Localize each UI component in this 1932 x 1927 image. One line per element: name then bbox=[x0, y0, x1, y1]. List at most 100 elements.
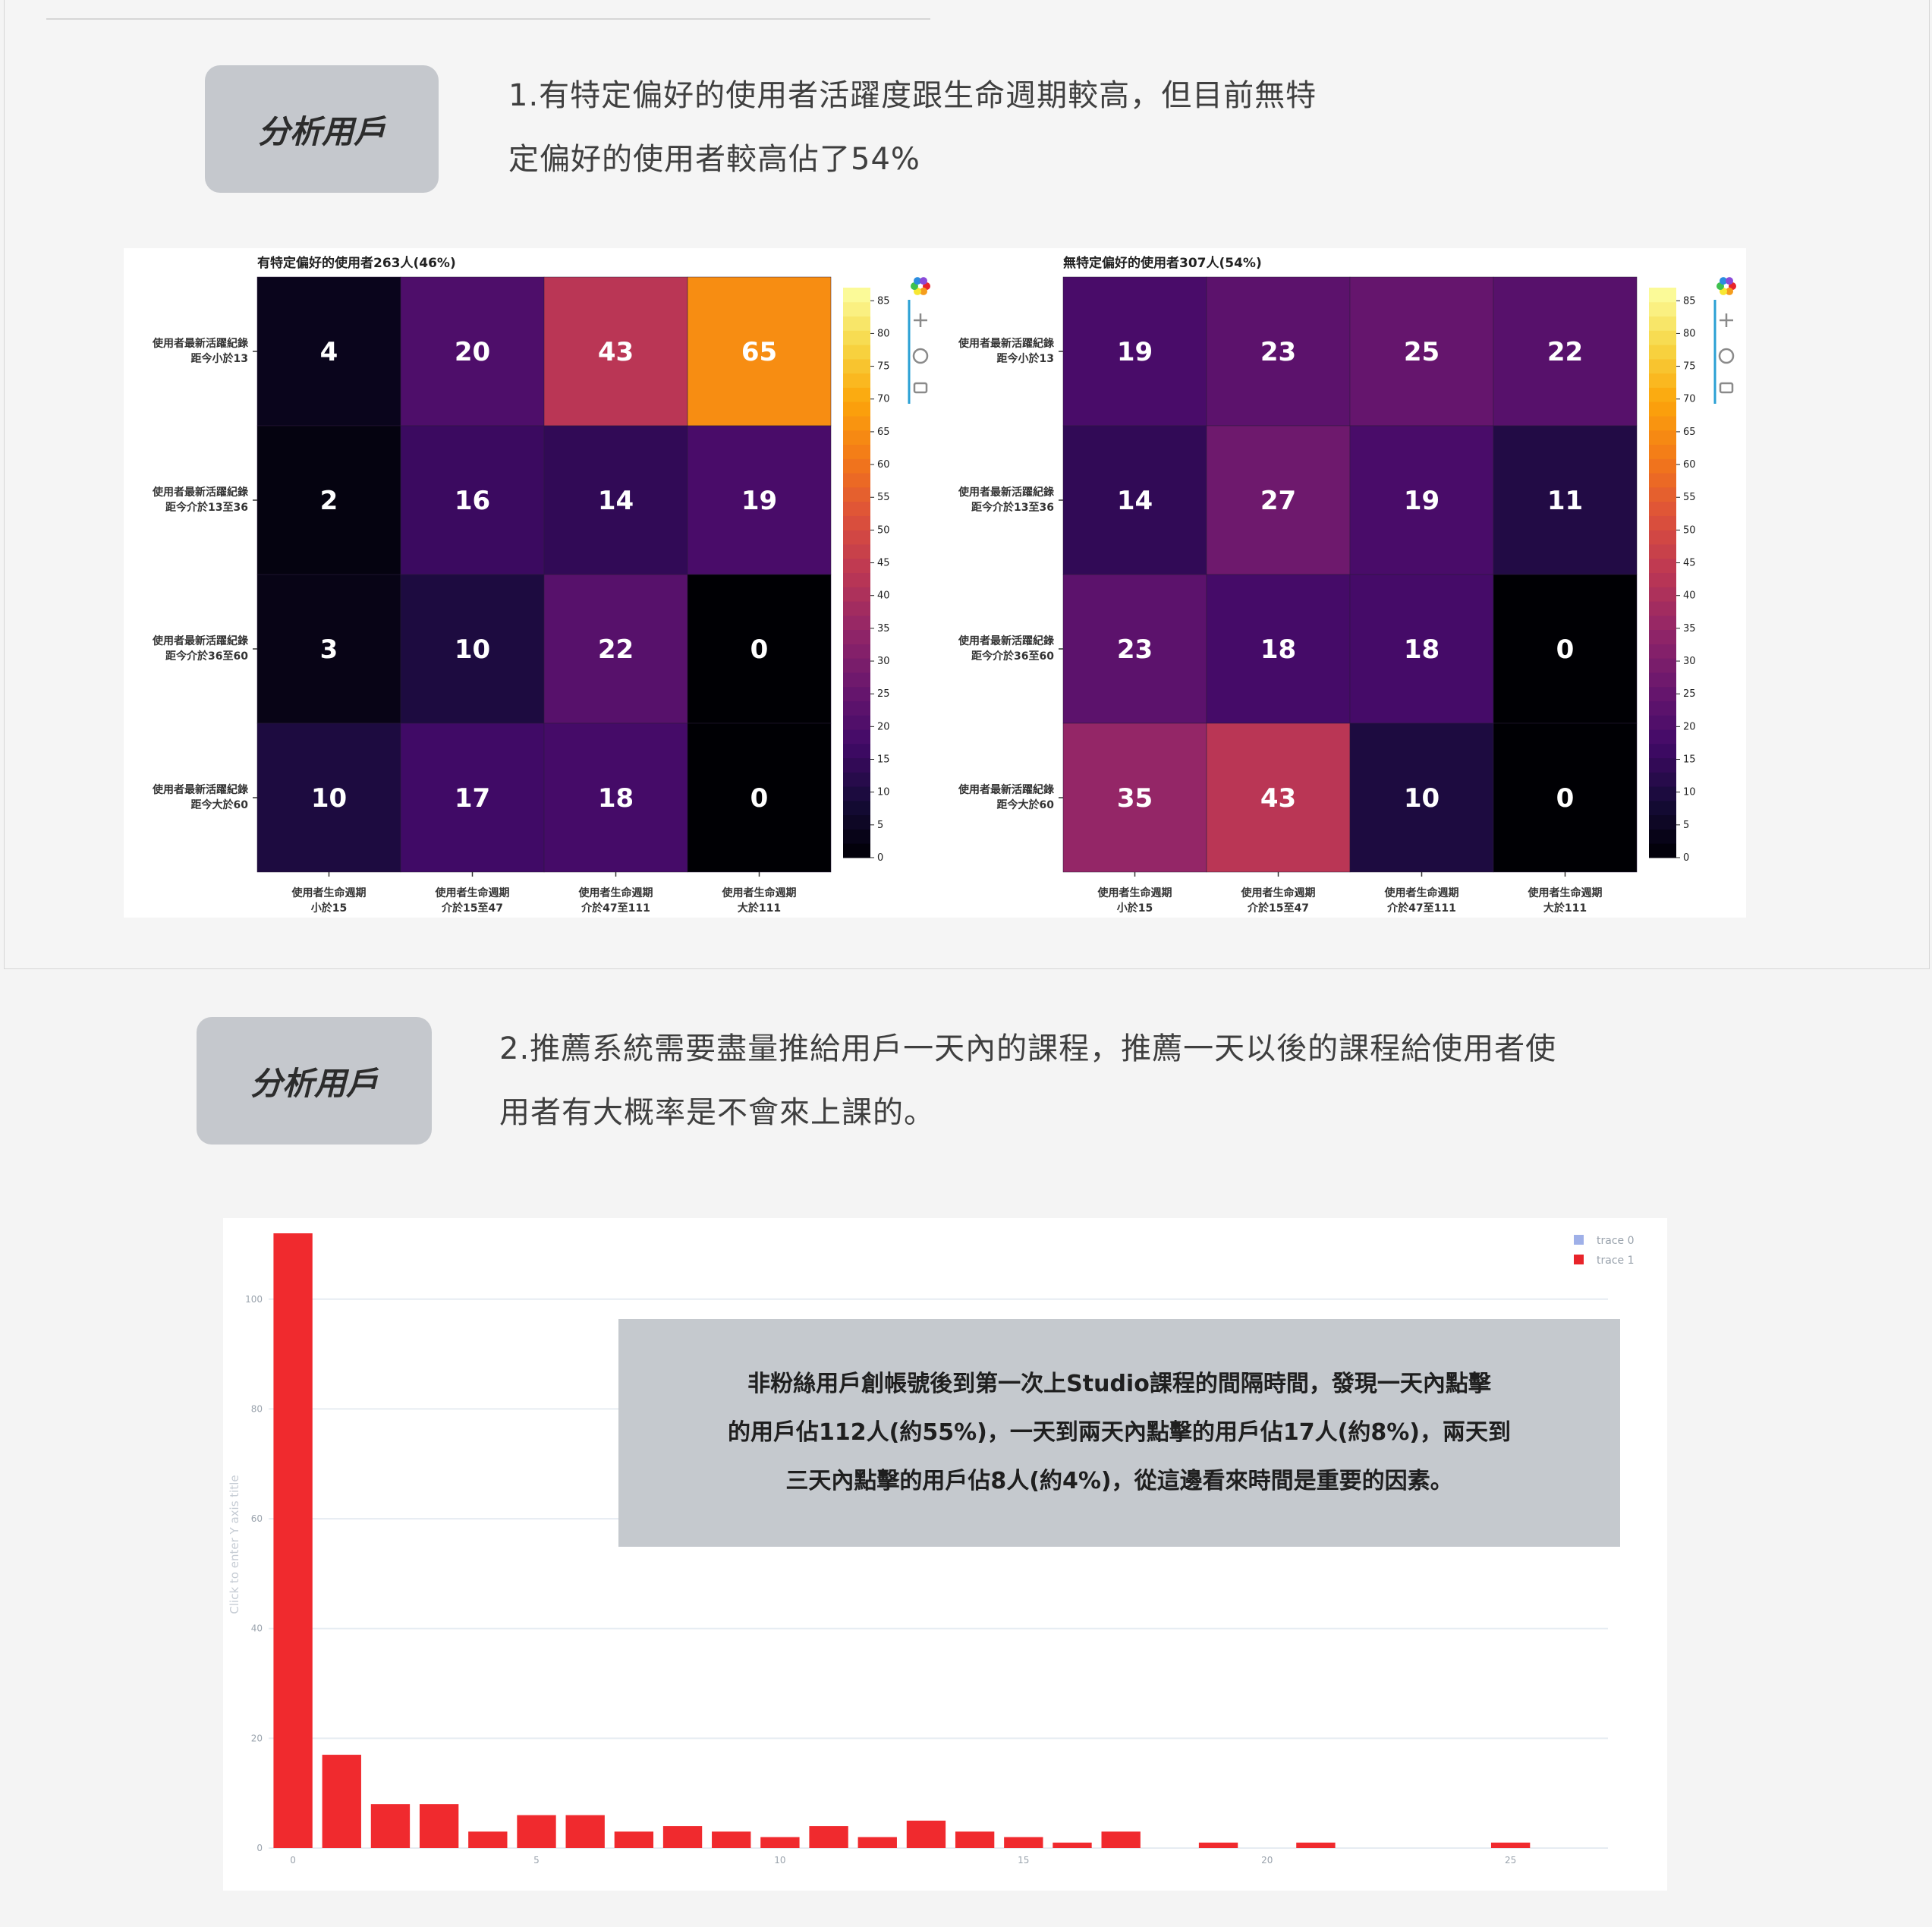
colorbar-segment bbox=[843, 316, 870, 331]
x-tick-label: 使用者生命週期 bbox=[722, 886, 797, 899]
y-tick-label: 距今介於13至36 bbox=[971, 501, 1054, 514]
colorbar-segment bbox=[1649, 515, 1676, 531]
colorbar-segment bbox=[843, 486, 870, 502]
colorbar-tick-label: 15 bbox=[877, 754, 890, 766]
x-tick-label: 使用者生命週期 bbox=[1528, 886, 1603, 899]
heatmap-cell-value: 20 bbox=[455, 337, 490, 367]
y-tick-label: 使用者最新活躍紀錄 bbox=[152, 337, 248, 350]
heatmap-1: 有特定偏好的使用者263人(46%) 4 20 43 65 2 16 14 19 3 10 22 0 10… bbox=[152, 255, 930, 915]
colorbar-segment bbox=[843, 401, 870, 417]
y-tick-label: 距今介於13至36 bbox=[165, 501, 248, 514]
heatmap-cell-value: 10 bbox=[455, 634, 490, 665]
colorbar-segment bbox=[843, 615, 870, 631]
heatmap-cell bbox=[1206, 574, 1351, 724]
analysis-tag-2: 分析用戶 bbox=[197, 1017, 432, 1145]
bar bbox=[419, 1804, 459, 1848]
bar bbox=[1296, 1842, 1336, 1848]
plotly-logo-dot bbox=[1726, 287, 1733, 295]
heatmap-cell-value: 18 bbox=[1404, 634, 1440, 665]
colorbar-segment bbox=[1649, 772, 1676, 787]
colorbar-segment bbox=[843, 387, 870, 402]
colorbar-tick-label: 25 bbox=[1683, 688, 1696, 700]
heatmap-cell bbox=[1206, 425, 1351, 575]
heatmap-cell-value: 14 bbox=[1117, 486, 1153, 516]
heatmap-cell-value: 18 bbox=[1260, 634, 1296, 665]
heatmap-cell bbox=[256, 276, 401, 427]
heatmap-cell-value: 35 bbox=[1117, 783, 1153, 814]
colorbar-segment bbox=[1649, 316, 1676, 331]
colorbar-tick-label: 40 bbox=[1683, 590, 1696, 602]
y-tick-label: 距今小於13 bbox=[997, 352, 1054, 365]
bar-chart-svg: 0 20 40 60 80 100 0 5 10 15 20 25 Click to enter Y a… bbox=[228, 1233, 1635, 1866]
analysis-text-2-line-1: 2.推薦系統需要盡量推給用戶一天內的課程，推薦一天以後的課程給使用者使 bbox=[499, 1031, 1557, 1066]
x-tick-label: 使用者生命週期 bbox=[291, 886, 367, 899]
y-tick-label: 使用者最新活躍紀錄 bbox=[152, 486, 248, 499]
colorbar-segment bbox=[1649, 786, 1676, 801]
bar-x-tick-label: 25 bbox=[1505, 1855, 1516, 1866]
heatmap-cell bbox=[256, 425, 401, 575]
plotly-logo-dot bbox=[920, 277, 927, 285]
colorbar-segment bbox=[843, 814, 870, 830]
colorbar-segment bbox=[843, 587, 870, 602]
heatmap-cell-value: 18 bbox=[598, 783, 634, 814]
colorbar-segment bbox=[1649, 558, 1676, 573]
heatmap-cell-value: 2 bbox=[320, 486, 338, 516]
bar bbox=[370, 1804, 411, 1848]
heatmap-cell-value: 25 bbox=[1404, 337, 1440, 367]
colorbar-segment bbox=[843, 629, 870, 644]
colorbar-tick-label: 20 bbox=[877, 721, 890, 732]
colorbar-tick-label: 70 bbox=[1683, 394, 1696, 405]
colorbar-tick-label: 60 bbox=[877, 459, 890, 471]
y-tick-label: 距今大於60 bbox=[191, 798, 249, 811]
colorbar-segment bbox=[843, 415, 870, 431]
heatmap-cell-value: 4 bbox=[320, 337, 338, 367]
y-tick-label: 距今介於36至60 bbox=[971, 650, 1054, 663]
reset-axes-icon bbox=[912, 348, 929, 364]
y-tick-label: 使用者最新活躍紀錄 bbox=[958, 783, 1054, 796]
colorbar-segment bbox=[1649, 415, 1676, 431]
heatmap-cell-value: 0 bbox=[1556, 634, 1575, 665]
bar bbox=[662, 1826, 703, 1848]
colorbar-tick-label: 85 bbox=[877, 295, 890, 307]
bar-y-tick-label: 60 bbox=[251, 1513, 263, 1524]
colorbar-segment bbox=[1649, 672, 1676, 688]
colorbar-segment bbox=[1649, 501, 1676, 516]
bar bbox=[1053, 1842, 1092, 1848]
heatmap-cell-value: 16 bbox=[455, 486, 490, 516]
x-tick-label: 小於15 bbox=[1117, 902, 1153, 915]
heatmap-panel: 有特定偏好的使用者263人(46%) 4 20 43 65 2 16 14 19 3 10 22 0 10… bbox=[124, 248, 1746, 918]
heatmap-cell bbox=[1349, 425, 1494, 575]
heatmap-cell bbox=[687, 574, 832, 724]
heatmap-cell bbox=[1493, 425, 1638, 575]
y-tick-label: 使用者最新活躍紀錄 bbox=[152, 634, 248, 647]
bar bbox=[468, 1831, 508, 1848]
bar-x-tick-label: 5 bbox=[533, 1855, 540, 1866]
heatmap-cell-value: 65 bbox=[741, 337, 777, 367]
colorbar-segment bbox=[843, 658, 870, 673]
colorbar-segment bbox=[843, 458, 870, 474]
heatmap-cell bbox=[543, 276, 688, 427]
reset-axes-icon bbox=[1718, 348, 1735, 364]
colorbar-tick-label: 15 bbox=[1683, 754, 1696, 766]
colorbar-segment bbox=[1649, 301, 1676, 317]
heatmap-cell-value: 11 bbox=[1547, 486, 1583, 516]
colorbar-segment bbox=[1649, 444, 1676, 459]
colorbar-segment bbox=[1649, 743, 1676, 759]
colorbar-tick-label: 5 bbox=[877, 820, 883, 831]
bar-y-tick-label: 80 bbox=[251, 1403, 263, 1414]
heatmap-cell-value: 23 bbox=[1260, 337, 1296, 367]
colorbar-segment bbox=[843, 543, 870, 559]
pan-icon bbox=[914, 313, 927, 327]
legend-swatch bbox=[1574, 1235, 1584, 1245]
colorbar-segment bbox=[843, 358, 870, 374]
colorbar-tick-label: 40 bbox=[877, 590, 890, 602]
y-tick-label: 使用者最新活躍紀錄 bbox=[958, 634, 1054, 647]
x-tick-label: 使用者生命週期 bbox=[578, 886, 653, 899]
heatmap-cell-value: 0 bbox=[750, 783, 769, 814]
colorbar-segment bbox=[1649, 473, 1676, 488]
colorbar-segment bbox=[843, 800, 870, 816]
heatmap-cell bbox=[400, 723, 545, 873]
x-tick-label: 使用者生命週期 bbox=[1097, 886, 1172, 899]
y-tick-label: 距今小於13 bbox=[191, 352, 248, 365]
colorbar-tick-label: 10 bbox=[1683, 787, 1696, 798]
